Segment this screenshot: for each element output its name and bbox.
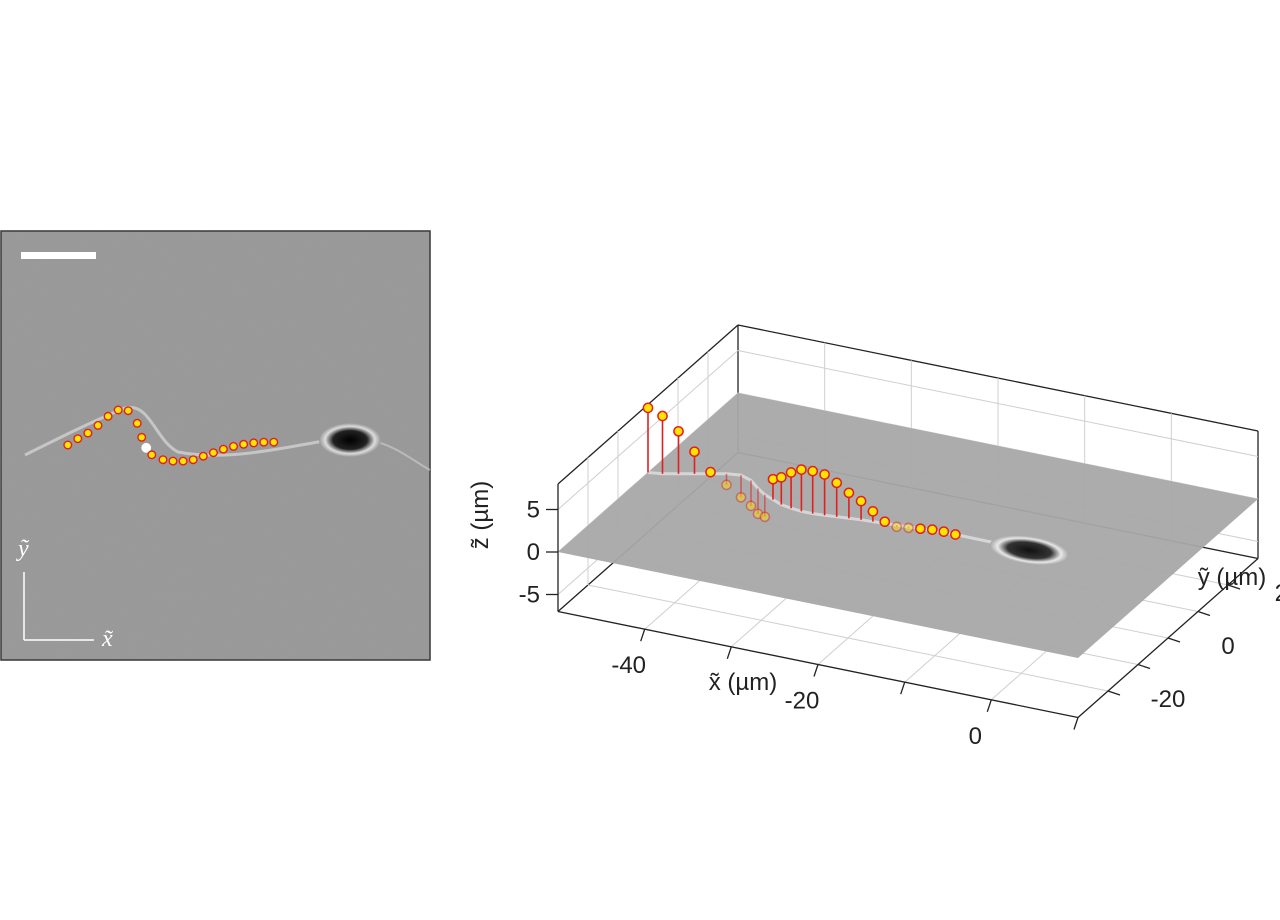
data-point <box>903 522 914 534</box>
z-axis-label: z̃ (µm) <box>467 481 494 549</box>
orientation-y-label: ỹ <box>16 536 30 562</box>
orientation-axes: ỹ x̃ <box>16 536 114 652</box>
scale-bar <box>21 252 96 259</box>
tick-mark <box>1197 610 1211 617</box>
data-point <box>705 466 716 478</box>
data-point <box>950 529 961 540</box>
stem-plot-3d: -40 -20 0 -20 0 20 5 0 -5 x̃ (µm) ỹ (µm) z̃ (µm) <box>467 324 1280 750</box>
data-point <box>775 472 787 483</box>
stem-lines <box>647 407 945 533</box>
tick-mark <box>986 699 992 713</box>
data-point <box>269 437 279 447</box>
data-point <box>188 455 198 465</box>
projection-panel: ỹ x̃ <box>0 230 431 661</box>
tick-mark <box>726 646 732 660</box>
data-point <box>915 523 926 535</box>
tick-labels: -40 -20 0 -20 0 20 5 0 -5 <box>519 497 1280 750</box>
data-point <box>831 477 843 489</box>
data-point <box>168 456 178 466</box>
data-point <box>259 437 269 447</box>
data-point <box>83 428 93 438</box>
data-point <box>657 410 668 422</box>
y-tick-label: -20 <box>1151 686 1186 713</box>
data-point <box>228 441 238 451</box>
flagellum-trace-3d <box>647 471 1030 552</box>
tick-marks <box>546 508 1241 730</box>
data-point <box>796 464 807 475</box>
data-point <box>689 446 700 458</box>
data-point <box>249 438 259 448</box>
tick-mark <box>900 681 906 695</box>
data-point <box>807 465 819 477</box>
data-point <box>198 451 208 461</box>
tick-mark <box>813 664 819 677</box>
data-point <box>843 487 855 499</box>
tick-mark <box>1227 584 1241 590</box>
data-point <box>63 440 73 450</box>
data-point <box>673 425 684 437</box>
data-point <box>745 500 757 512</box>
z-tick-label: -5 <box>519 582 540 609</box>
data-point <box>752 508 764 520</box>
flagellum-trace <box>24 405 331 457</box>
x-tick-label: -40 <box>611 652 646 679</box>
tracked-points-3d <box>642 402 961 540</box>
data-point <box>178 456 188 466</box>
data-point <box>867 506 879 517</box>
data-point <box>132 418 142 428</box>
z-tick-label: 5 <box>527 497 540 524</box>
data-point <box>73 434 83 444</box>
y-axis-label: ỹ (µm) <box>1198 564 1266 591</box>
tick-mark <box>640 628 646 642</box>
cell-head-3d <box>989 535 1069 566</box>
tick-mark <box>1137 663 1151 670</box>
y-tick-label: 0 <box>1221 633 1234 660</box>
grid-line <box>737 350 1259 457</box>
grid-line <box>587 584 1109 692</box>
data-point <box>158 455 168 465</box>
x-axis-label: x̃ (µm) <box>709 669 777 696</box>
z-tick-label: 0 <box>527 539 540 566</box>
data-point <box>93 420 103 430</box>
data-point <box>137 432 147 442</box>
data-point <box>208 448 218 458</box>
data-point <box>147 450 157 460</box>
data-point <box>891 521 903 533</box>
cell-head <box>319 423 381 457</box>
data-point <box>721 479 732 491</box>
data-point <box>113 405 123 415</box>
data-point <box>879 516 891 528</box>
y-tick-label: 20 <box>1275 580 1280 607</box>
data-point <box>926 524 938 535</box>
data-point <box>759 511 771 523</box>
highlighted-point <box>141 442 152 453</box>
data-point <box>239 439 249 449</box>
data-point <box>735 491 747 503</box>
data-point <box>218 444 228 454</box>
data-point <box>642 402 654 414</box>
data-point <box>855 495 867 507</box>
x-tick-label: -20 <box>785 688 820 715</box>
tracked-points-2d <box>63 405 279 466</box>
tick-mark <box>1107 690 1121 696</box>
tick-mark <box>1167 637 1181 643</box>
data-point <box>819 469 830 480</box>
data-point <box>103 411 113 421</box>
orientation-x-label: x̃ <box>101 626 114 652</box>
tick-mark <box>1073 717 1079 730</box>
data-point <box>938 526 950 537</box>
data-point <box>123 406 133 416</box>
x-tick-label: 0 <box>969 723 982 750</box>
data-point <box>785 467 797 478</box>
